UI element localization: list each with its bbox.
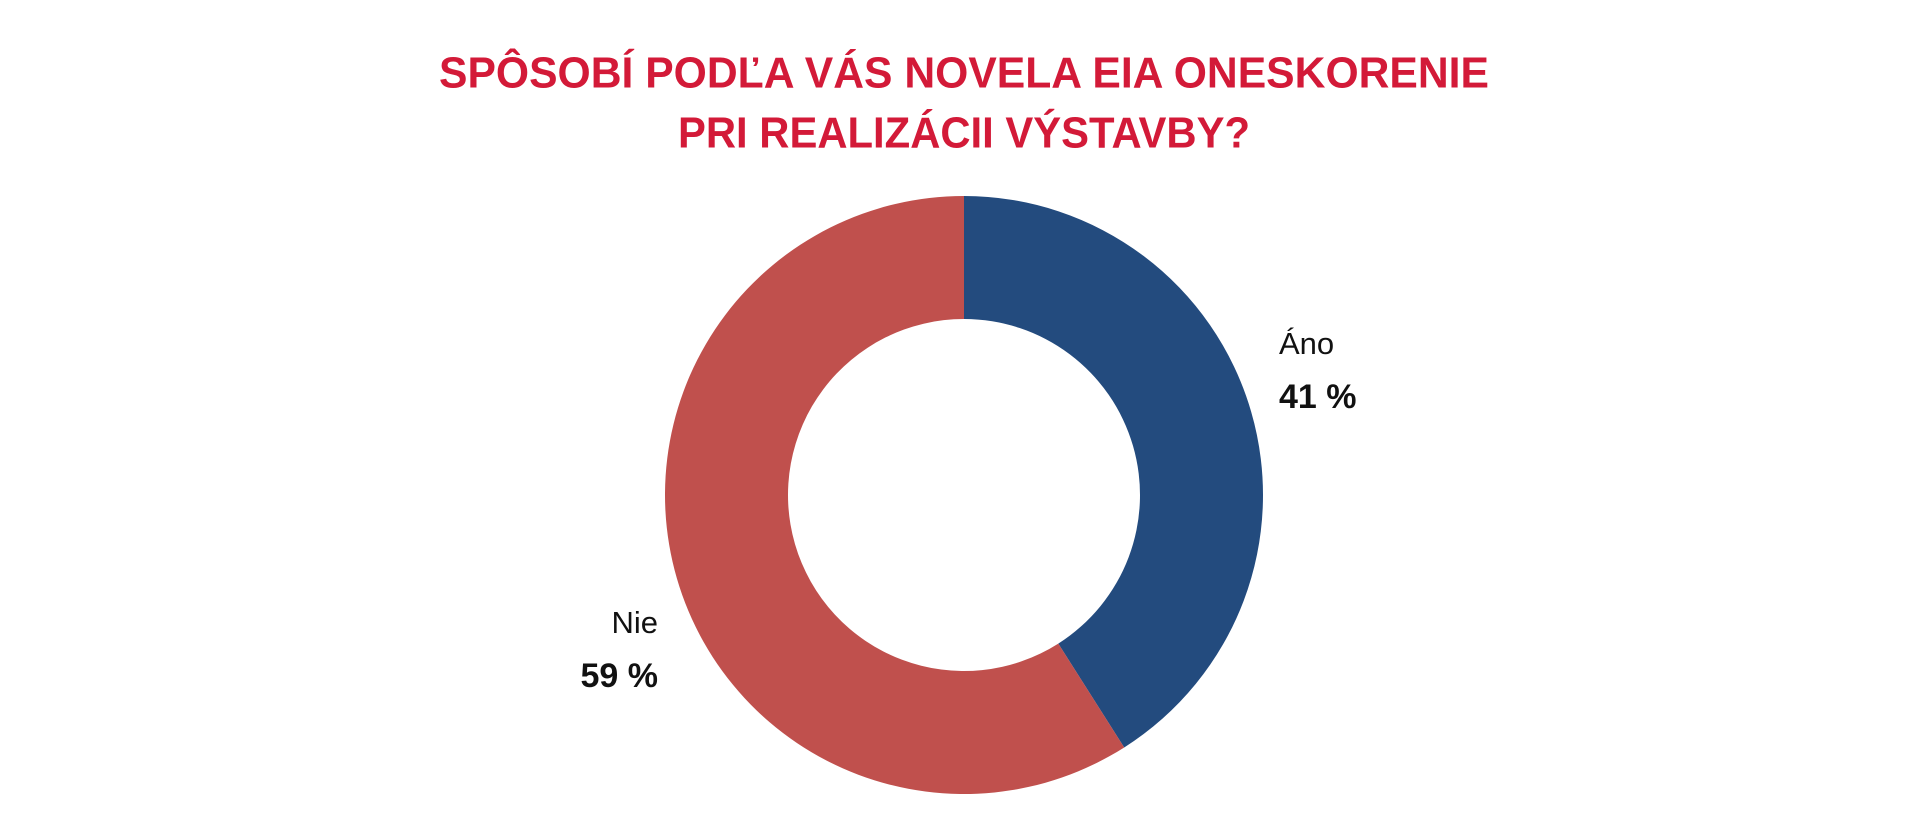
value-label: 41 % xyxy=(1279,378,1357,416)
donut-slice xyxy=(964,196,1263,748)
slice-label: Áno xyxy=(1279,326,1334,361)
slice-label: Nie xyxy=(611,605,658,640)
chart-title: PRI REALIZÁCII VÝSTAVBY? xyxy=(678,108,1250,158)
value-label: 59 % xyxy=(581,657,659,695)
chart-title: SPÔSOBÍ PODĽA VÁS NOVELA EIA ONESKORENIE xyxy=(439,47,1489,98)
donut-slice xyxy=(664,196,1125,795)
